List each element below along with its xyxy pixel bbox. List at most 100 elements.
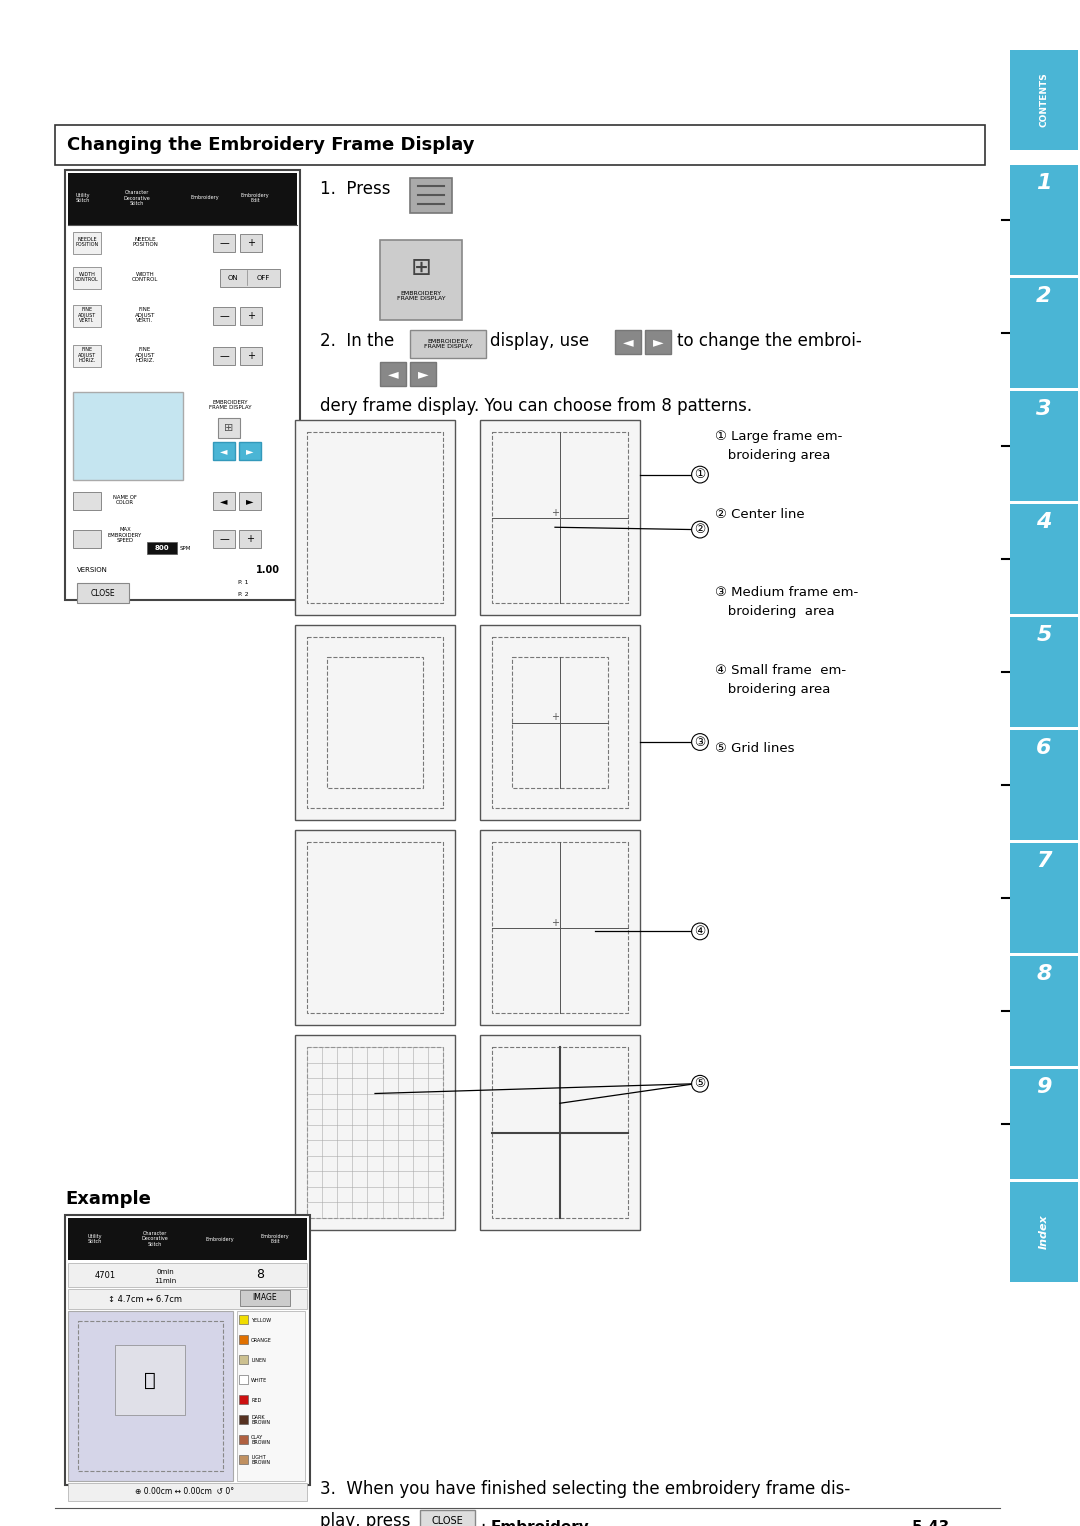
Text: Character
Decorative
Stitch: Character Decorative Stitch [141,1230,168,1247]
Text: Embroidery: Embroidery [191,195,219,200]
Text: ⊞: ⊞ [225,423,233,433]
Text: ◄: ◄ [623,336,633,349]
Text: ►: ► [652,336,663,349]
Bar [307,1047,443,1218]
Bar [327,658,423,787]
Text: Utility
Stitch: Utility Stitch [87,1233,103,1244]
Text: 3.  When you have finished selecting the embroidery frame dis-: 3. When you have finished selecting the … [320,1480,850,1499]
Text: Character
Decorative
Stitch: Character Decorative Stitch [123,189,150,206]
Text: ►: ► [246,446,254,456]
Text: EMBROIDERY
FRAME DISPLAY: EMBROIDERY FRAME DISPLAY [423,339,472,349]
Text: Utility
Stitch: Utility Stitch [76,192,91,203]
Bar [239,1434,248,1444]
Bar [239,530,261,548]
Bar [1010,729,1078,839]
Bar [1010,1183,1078,1282]
Bar [1010,842,1078,954]
Text: display, use: display, use [490,333,589,349]
Bar [68,1218,307,1260]
Bar [239,1335,248,1344]
Text: ③ Medium frame em-
   broidering  area: ③ Medium frame em- broidering area [715,586,859,618]
Bar [213,346,235,365]
Text: ④ Small frame  em-
   broidering area: ④ Small frame em- broidering area [715,664,846,696]
Text: CLOSE: CLOSE [91,589,116,598]
Bar [492,636,627,807]
Text: 8: 8 [256,1268,264,1282]
Bar [239,1355,248,1364]
Bar [307,842,443,1013]
Bar [73,392,183,481]
Bar [240,1289,291,1306]
Text: 1: 1 [1036,172,1052,192]
Bar [239,1395,248,1404]
Bar [240,233,262,252]
Bar [410,362,436,386]
Bar [73,491,102,510]
Bar [213,233,235,252]
Text: 1.00: 1.00 [256,565,280,575]
Bar [240,307,262,325]
Bar [295,1035,455,1230]
Text: 🪡: 🪡 [144,1370,156,1390]
Text: Index: Index [1039,1215,1049,1250]
Text: DARK
BROWN: DARK BROWN [251,1415,270,1425]
Bar [615,330,642,354]
Text: 5-43: 5-43 [912,1520,950,1526]
Bar [239,1415,248,1424]
Text: 800: 800 [154,545,170,551]
Bar [213,530,235,548]
Text: to change the embroi-: to change the embroi- [677,333,862,349]
Text: +: + [247,238,255,249]
Text: ① Large frame em-
   broidering area: ① Large frame em- broidering area [715,430,842,462]
Text: WHITE: WHITE [251,1378,267,1383]
Bar [77,583,129,603]
Text: 4701: 4701 [94,1271,116,1279]
Text: Embroidery
Edit: Embroidery Edit [260,1233,289,1244]
Text: MAX
EMBROIDERY
SPEED: MAX EMBROIDERY SPEED [108,526,143,549]
Bar [239,1375,248,1384]
Text: .: . [480,1512,485,1526]
Bar [410,330,486,359]
Text: LINEN: LINEN [251,1358,266,1363]
Bar [68,1311,233,1482]
Text: ON: ON [228,275,239,281]
Bar [380,240,462,320]
Bar [213,491,235,510]
Text: ⊕ 0.00cm ↔ 0.00cm  ↺ 0°: ⊕ 0.00cm ↔ 0.00cm ↺ 0° [135,1488,234,1497]
Bar [239,1454,248,1463]
Text: ②: ② [694,523,705,536]
Text: CONTENTS: CONTENTS [1039,73,1049,127]
Text: ◄: ◄ [220,496,228,507]
Bar [213,443,235,459]
Bar [218,418,240,438]
Bar [220,269,280,287]
Text: 5: 5 [1036,626,1052,645]
Text: ORANGE: ORANGE [251,1337,272,1343]
Bar [147,542,177,554]
Bar [68,172,297,224]
Bar [492,842,627,1013]
Bar [239,491,261,510]
Text: 11min: 11min [153,1277,176,1283]
Bar [1010,617,1078,726]
Bar [380,362,406,386]
Bar [68,1483,307,1502]
Text: —: — [219,238,229,249]
Text: SPM: SPM [179,545,191,551]
Text: ⊞: ⊞ [410,256,432,279]
Text: Changing the Embroidery Frame Display: Changing the Embroidery Frame Display [67,136,474,154]
Text: WIDTH
CONTROL: WIDTH CONTROL [132,272,158,282]
Text: EMBROIDERY
FRAME DISPLAY: EMBROIDERY FRAME DISPLAY [396,290,445,302]
Text: ►: ► [418,366,429,382]
Text: play, press: play, press [320,1512,410,1526]
Bar [492,1047,627,1218]
Text: Embroidery: Embroidery [205,1236,234,1242]
Text: 3: 3 [1036,398,1052,420]
Bar [512,658,608,787]
Text: 4: 4 [1036,513,1052,533]
Text: Embroidery: Embroidery [490,1520,590,1526]
Text: ◄: ◄ [220,446,228,456]
Text: VERSION: VERSION [77,568,108,572]
Text: —: — [219,311,229,320]
Bar [237,1311,305,1482]
